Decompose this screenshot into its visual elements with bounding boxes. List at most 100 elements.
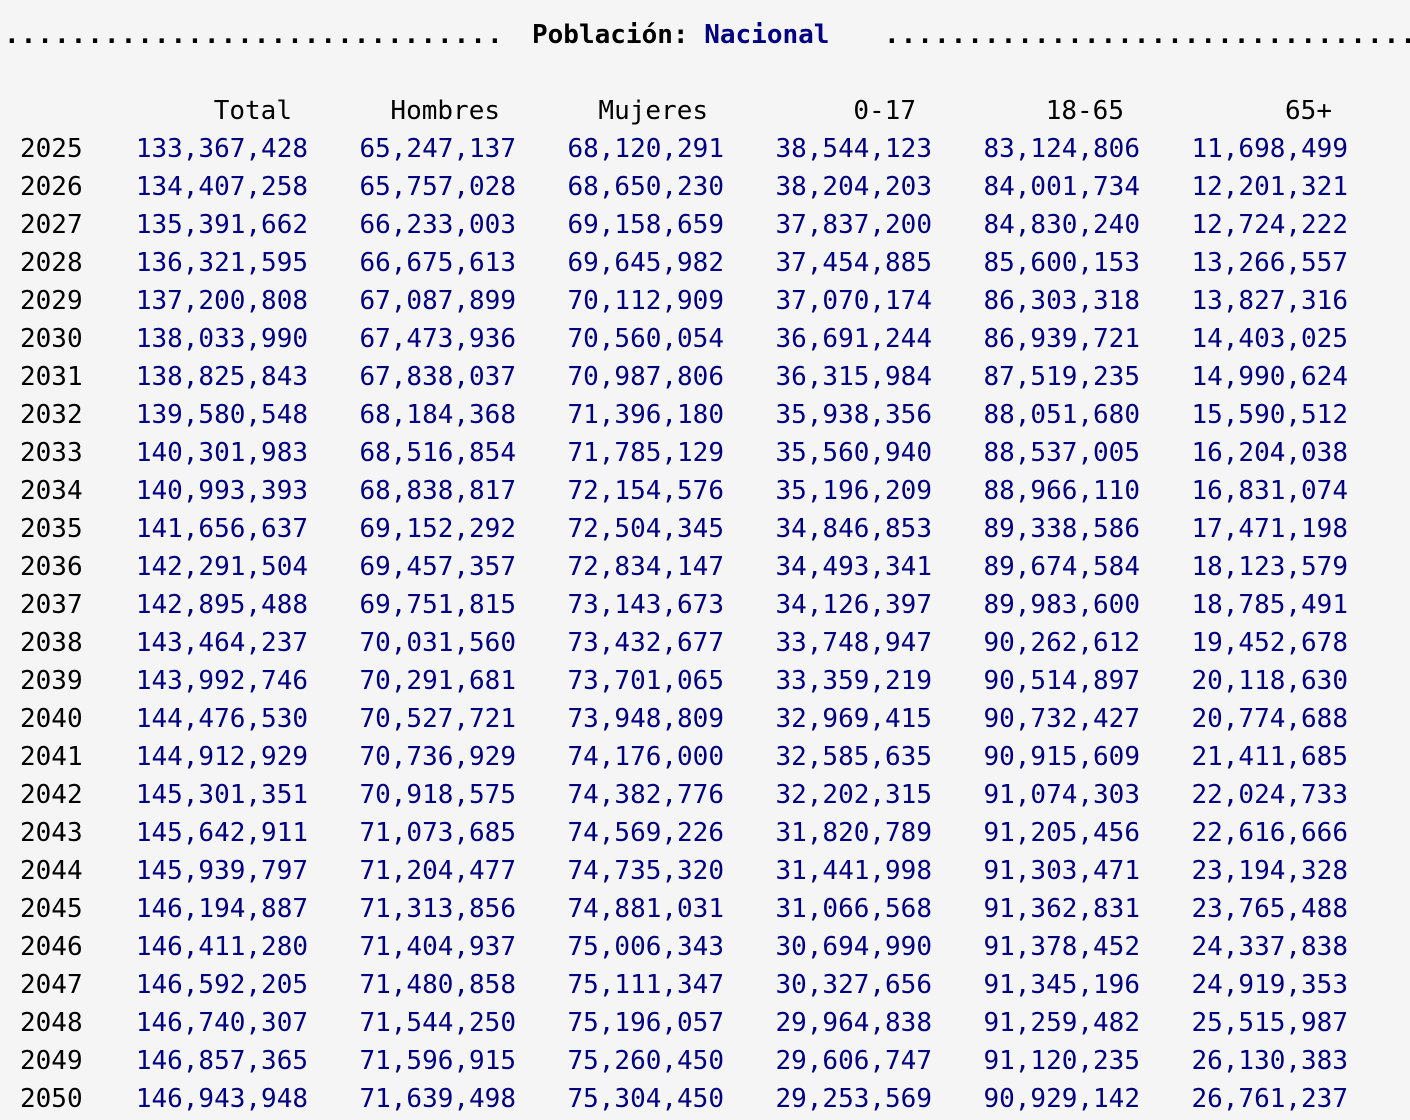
column-header-age-65-plus: 65+ <box>1285 96 1332 126</box>
total-cell: 143,464,237 <box>135 628 308 658</box>
women-cell: 74,569,226 <box>567 818 724 848</box>
column-header-age-18-65: 18-65 <box>1045 96 1124 126</box>
age-65-plus-cell: 22,616,666 <box>1191 818 1348 848</box>
men-cell: 66,675,613 <box>359 248 516 278</box>
population-value: Nacional <box>704 20 830 50</box>
year-cell: 2049 <box>20 1046 83 1076</box>
age-18-65-cell: 90,929,142 <box>983 1084 1140 1114</box>
total-cell: 140,301,983 <box>135 438 308 468</box>
total-cell: 146,740,307 <box>135 1008 308 1038</box>
year-cell: 2042 <box>20 780 83 810</box>
women-cell: 75,196,057 <box>567 1008 724 1038</box>
age-65-plus-cell: 16,204,038 <box>1191 438 1348 468</box>
age-18-65-cell: 91,303,471 <box>983 856 1140 886</box>
column-header-women: Mujeres <box>598 96 708 126</box>
age-18-65-cell: 91,345,196 <box>983 970 1140 1000</box>
table-row: 2039 143,992,746 70,291,681 73,701,065 33,35… <box>0 662 1410 700</box>
age-0-17-cell: 33,748,947 <box>775 628 932 658</box>
age-65-plus-cell: 21,411,685 <box>1191 742 1348 772</box>
men-cell: 69,152,292 <box>359 514 516 544</box>
women-cell: 74,382,776 <box>567 780 724 810</box>
age-18-65-cell: 86,939,721 <box>983 324 1140 354</box>
men-cell: 68,838,817 <box>359 476 516 506</box>
year-cell: 2035 <box>20 514 83 544</box>
population-label: Población: <box>532 20 689 50</box>
age-0-17-cell: 34,846,853 <box>775 514 932 544</box>
women-cell: 75,006,343 <box>567 932 724 962</box>
year-cell: 2044 <box>20 856 83 886</box>
table-row: 2040 144,476,530 70,527,721 73,948,809 32,96… <box>0 700 1410 738</box>
total-cell: 145,642,911 <box>135 818 308 848</box>
total-cell: 146,194,887 <box>135 894 308 924</box>
men-cell: 71,404,937 <box>359 932 516 962</box>
year-cell: 2039 <box>20 666 83 696</box>
age-65-plus-cell: 20,774,688 <box>1191 704 1348 734</box>
age-65-plus-cell: 23,765,488 <box>1191 894 1348 924</box>
age-0-17-cell: 32,585,635 <box>775 742 932 772</box>
men-cell: 71,313,856 <box>359 894 516 924</box>
column-header-men: Hombres <box>390 96 500 126</box>
age-65-plus-cell: 25,515,987 <box>1191 1008 1348 1038</box>
total-cell: 138,033,990 <box>135 324 308 354</box>
total-cell: 141,656,637 <box>135 514 308 544</box>
men-cell: 70,736,929 <box>359 742 516 772</box>
women-cell: 70,112,909 <box>567 286 724 316</box>
year-cell: 2031 <box>20 362 83 392</box>
age-65-plus-cell: 18,785,491 <box>1191 590 1348 620</box>
total-cell: 146,943,948 <box>135 1084 308 1114</box>
age-18-65-cell: 91,074,303 <box>983 780 1140 810</box>
women-cell: 73,948,809 <box>567 704 724 734</box>
women-cell: 71,396,180 <box>567 400 724 430</box>
age-65-plus-cell: 26,761,237 <box>1191 1084 1348 1114</box>
women-cell: 74,176,000 <box>567 742 724 772</box>
men-cell: 68,516,854 <box>359 438 516 468</box>
total-cell: 146,592,205 <box>135 970 308 1000</box>
age-0-17-cell: 38,204,203 <box>775 172 932 202</box>
age-18-65-cell: 83,124,806 <box>983 134 1140 164</box>
age-65-plus-cell: 23,194,328 <box>1191 856 1348 886</box>
age-18-65-cell: 90,262,612 <box>983 628 1140 658</box>
women-cell: 69,645,982 <box>567 248 724 278</box>
age-0-17-cell: 36,315,984 <box>775 362 932 392</box>
table-row: 2029 137,200,808 67,087,899 70,112,909 37,07… <box>0 282 1410 320</box>
age-18-65-cell: 91,378,452 <box>983 932 1140 962</box>
age-65-plus-cell: 12,201,321 <box>1191 172 1348 202</box>
table-row: 2036 142,291,504 69,457,357 72,834,147 34,49… <box>0 548 1410 586</box>
age-18-65-cell: 88,051,680 <box>983 400 1140 430</box>
men-cell: 71,204,477 <box>359 856 516 886</box>
women-cell: 68,120,291 <box>567 134 724 164</box>
men-cell: 65,757,028 <box>359 172 516 202</box>
men-cell: 71,480,858 <box>359 970 516 1000</box>
women-cell: 70,560,054 <box>567 324 724 354</box>
women-cell: 74,735,320 <box>567 856 724 886</box>
total-cell: 134,407,258 <box>135 172 308 202</box>
year-cell: 2036 <box>20 552 83 582</box>
total-cell: 146,411,280 <box>135 932 308 962</box>
table-row: 2033 140,301,983 68,516,854 71,785,129 35,56… <box>0 434 1410 472</box>
men-cell: 69,457,357 <box>359 552 516 582</box>
year-cell: 2028 <box>20 248 83 278</box>
women-cell: 75,304,450 <box>567 1084 724 1114</box>
table-row: 2042 145,301,351 70,918,575 74,382,776 32,20… <box>0 776 1410 814</box>
women-cell: 73,143,673 <box>567 590 724 620</box>
year-cell: 2047 <box>20 970 83 1000</box>
data-table-body: 2025 133,367,428 65,247,137 68,120,291 38,54… <box>0 130 1410 1118</box>
total-cell: 137,200,808 <box>135 286 308 316</box>
age-18-65-cell: 91,120,235 <box>983 1046 1140 1076</box>
men-cell: 69,751,815 <box>359 590 516 620</box>
column-header-row: Total Hombres Mujeres 0-17 18-65 65+ <box>0 92 1410 130</box>
age-0-17-cell: 36,691,244 <box>775 324 932 354</box>
age-0-17-cell: 31,820,789 <box>775 818 932 848</box>
age-0-17-cell: 31,066,568 <box>775 894 932 924</box>
year-cell: 2033 <box>20 438 83 468</box>
total-cell: 145,939,797 <box>135 856 308 886</box>
year-cell: 2025 <box>20 134 83 164</box>
age-0-17-cell: 30,694,990 <box>775 932 932 962</box>
table-row: 2030 138,033,990 67,473,936 70,560,054 36,69… <box>0 320 1410 358</box>
age-18-65-cell: 84,001,734 <box>983 172 1140 202</box>
age-0-17-cell: 35,196,209 <box>775 476 932 506</box>
year-cell: 2050 <box>20 1084 83 1114</box>
table-row: 2025 133,367,428 65,247,137 68,120,291 38,54… <box>0 130 1410 168</box>
year-cell: 2045 <box>20 894 83 924</box>
age-18-65-cell: 88,966,110 <box>983 476 1140 506</box>
